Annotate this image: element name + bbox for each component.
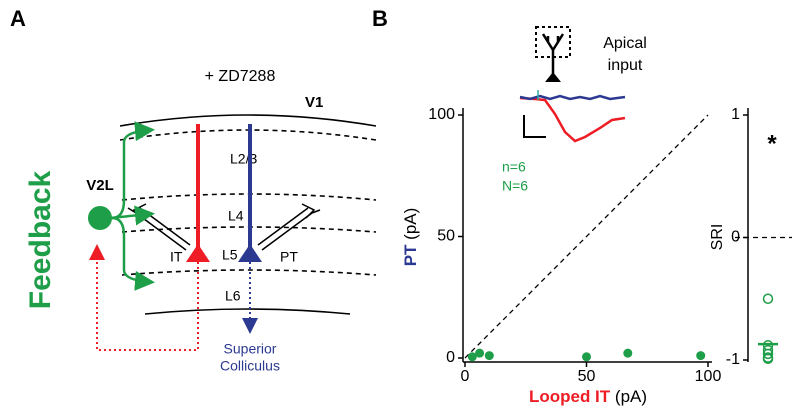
annotation: n=6 <box>502 159 526 175</box>
layer-label: L2/3 <box>230 151 257 167</box>
inset-label: Apical <box>603 35 647 52</box>
cell-label: IT <box>170 249 183 265</box>
target-label: Superior <box>224 341 277 357</box>
y-label-name: PT <box>401 244 420 266</box>
inset-traces <box>519 90 626 143</box>
data-point <box>696 351 706 361</box>
drug-label: + ZD7288 <box>205 68 276 85</box>
data-point <box>762 353 774 365</box>
layer-label: L6 <box>225 288 241 304</box>
annotation: N=6 <box>502 178 528 194</box>
y-tick-label: 0 <box>446 349 455 366</box>
y-axis-label: PT (pA) <box>401 208 420 267</box>
data-point <box>484 351 494 361</box>
y-axis-label: SRI <box>709 224 726 251</box>
unity-line <box>464 114 709 359</box>
layer-label: L4 <box>228 208 244 224</box>
data-point <box>475 348 485 358</box>
data-point <box>623 348 633 358</box>
panel-label: B <box>372 6 388 31</box>
data-point <box>582 352 591 362</box>
cell-label: PT <box>280 249 298 265</box>
inset-neuron <box>535 26 571 82</box>
y-tick-label: 100 <box>428 106 455 123</box>
y-label-unit: (pA) <box>401 208 420 240</box>
y-tick-label: -1 <box>726 351 740 368</box>
source-label: V2L <box>86 177 114 194</box>
panel-title: Feedback <box>24 170 57 309</box>
pt-neuron <box>238 124 262 334</box>
v2l-projection <box>88 121 155 291</box>
inset-label: input <box>608 57 643 74</box>
x-axis-label: Looped IT (pA) <box>529 387 647 406</box>
data-point <box>762 293 774 304</box>
y-tick-label: 50 <box>437 228 455 245</box>
x-label-name: Looped IT <box>529 387 611 406</box>
y-tick-label: 1 <box>731 106 740 123</box>
significance: * <box>767 130 777 157</box>
layer-label: L5 <box>222 247 238 263</box>
it-neuron <box>89 124 210 351</box>
x-tick-label: 100 <box>695 368 722 385</box>
x-label-unit: (pA) <box>615 387 647 406</box>
data-point <box>762 348 774 360</box>
x-tick-label: 50 <box>578 368 596 385</box>
area-label: V1 <box>305 94 323 111</box>
panel-label: A <box>10 6 26 31</box>
data-point <box>467 352 477 362</box>
target-label: Colliculus <box>220 358 280 374</box>
x-tick-label: 0 <box>461 368 470 385</box>
